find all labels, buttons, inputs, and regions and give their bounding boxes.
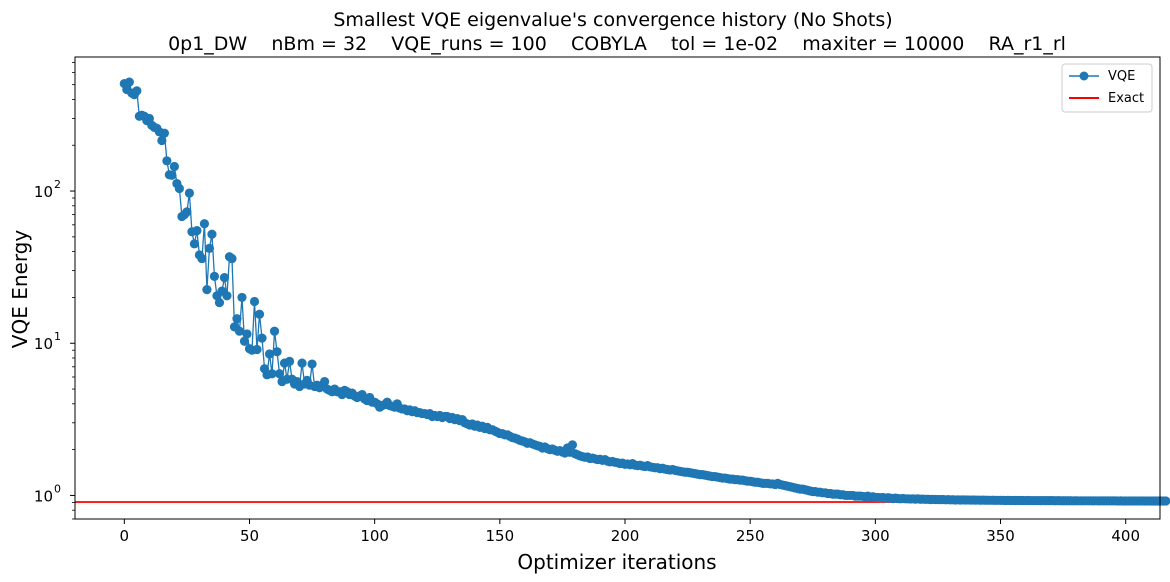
chart-title: Smallest VQE eigenvalue's convergence hi… xyxy=(333,9,892,31)
vqe-data-point xyxy=(162,156,172,166)
x-axis-label: Optimizer iterations xyxy=(517,550,716,574)
vqe-data-point xyxy=(132,86,142,96)
vqe-data-point xyxy=(124,77,134,87)
y-tick-exponent: 0 xyxy=(54,482,61,495)
vqe-data-point xyxy=(234,326,245,336)
vqe-data-point xyxy=(320,376,330,387)
vqe-data-point xyxy=(182,207,192,217)
vqe-data-point xyxy=(267,369,277,379)
y-tick-label: 10 xyxy=(34,335,53,353)
y-axis-label: VQE Energy xyxy=(8,230,32,349)
vqe-data-point xyxy=(239,336,250,346)
vqe-data-point xyxy=(232,314,242,324)
y-tick-label: 10 xyxy=(34,183,53,201)
vqe-data-point xyxy=(269,326,280,336)
y-tick-exponent: 2 xyxy=(54,178,61,191)
axes-frame xyxy=(74,56,1161,520)
chart-subtitle: 0p1_DW nBm = 32 VQE_runs = 100 COBYLA to… xyxy=(168,33,1066,55)
vqe-data-point xyxy=(252,344,262,355)
x-tick-label: 0 xyxy=(120,527,130,545)
x-tick-label: 200 xyxy=(611,527,640,545)
vqe-data-point xyxy=(159,128,169,138)
x-axis-ticks: 0 50 100 150 200 250 300 350 400 xyxy=(120,519,1140,545)
x-tick-label: 300 xyxy=(861,527,890,545)
legend-vqe-marker xyxy=(1079,71,1089,81)
plot-area xyxy=(75,77,1170,506)
x-tick-label: 100 xyxy=(360,527,389,545)
legend-vqe-label: VQE xyxy=(1108,69,1135,84)
x-tick-label: 150 xyxy=(486,527,515,545)
vqe-data-point xyxy=(222,291,232,301)
vqe-data-point xyxy=(257,333,267,343)
vqe-data-point xyxy=(202,285,212,295)
x-tick-label: 400 xyxy=(1111,527,1140,545)
vqe-data-point xyxy=(1161,496,1170,506)
vqe-data-point xyxy=(192,225,202,236)
vqe-data-point xyxy=(272,347,282,357)
x-tick-label: 350 xyxy=(986,527,1015,545)
vqe-data-point xyxy=(567,440,578,450)
vqe-data-point xyxy=(242,329,252,339)
vqe-data-point xyxy=(167,170,177,180)
legend: VQE Exact xyxy=(1061,63,1153,113)
vqe-data-point xyxy=(169,161,179,172)
vqe-data-point xyxy=(249,296,260,307)
legend-exact-label: Exact xyxy=(1108,91,1144,106)
y-tick-exponent: 1 xyxy=(54,330,61,343)
vqe-data-point xyxy=(209,271,220,281)
vqe-data-point xyxy=(199,219,210,229)
vqe-data-point xyxy=(207,229,217,239)
vqe-data-point xyxy=(219,272,230,283)
vqe-data-point xyxy=(284,356,295,366)
x-tick-label: 50 xyxy=(240,527,259,545)
y-tick-label: 10 xyxy=(34,487,53,505)
vqe-data-point xyxy=(214,297,225,308)
vqe-data-point xyxy=(204,243,215,253)
vqe-data-point xyxy=(274,369,285,379)
x-tick-label: 250 xyxy=(736,527,765,545)
vqe-data-point xyxy=(227,253,237,264)
vqe-data-point xyxy=(174,183,184,194)
vqe-data-point xyxy=(297,358,307,368)
vqe-data-point xyxy=(189,239,200,249)
vqe-data-point xyxy=(254,309,265,319)
vqe-data-point xyxy=(144,113,154,124)
vqe-data-point xyxy=(197,253,207,264)
vqe-data-point xyxy=(307,359,317,369)
vqe-data-point xyxy=(237,292,247,303)
vqe-data-point xyxy=(157,135,167,146)
vqe-data-point xyxy=(184,188,195,198)
vqe-data-point xyxy=(264,349,275,359)
